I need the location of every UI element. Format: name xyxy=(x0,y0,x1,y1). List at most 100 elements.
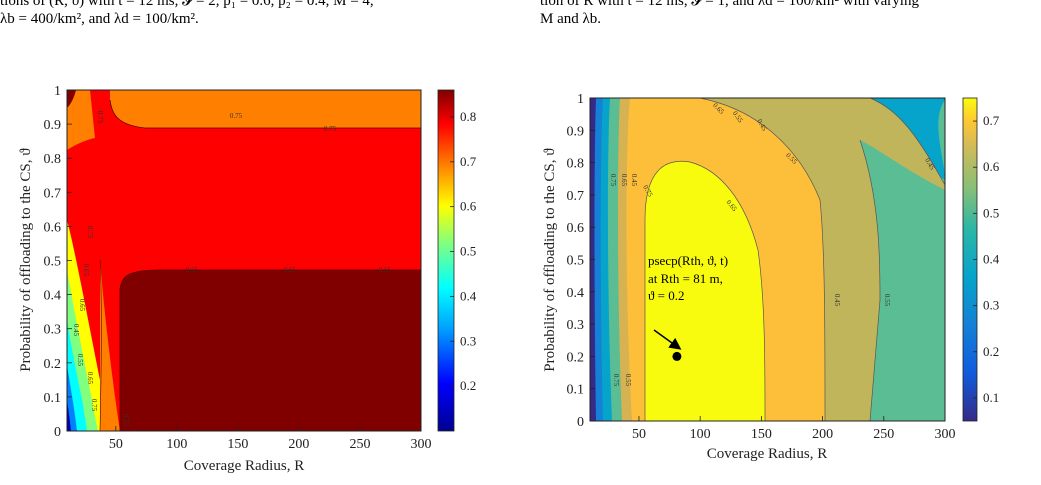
right-contour-label: 0.75 xyxy=(612,374,620,387)
caption-right-line2: M and λb. xyxy=(540,11,602,27)
right-plot-area: 0.650.550.450.750.750.650.550.450.750.65… xyxy=(590,97,946,422)
left-contour-label: 0.75 xyxy=(96,111,104,124)
figure-caption-right: tion of R with t = 12 ms, 𝓘 = 1, and λd … xyxy=(540,0,919,28)
left-lightblue-band xyxy=(67,365,77,431)
right-x-tick-label: 200 xyxy=(812,427,833,442)
left-top-left-orange xyxy=(67,90,95,150)
right-y-tick-label: 0 xyxy=(577,415,584,430)
right-y-tick-label: 0.2 xyxy=(567,350,585,365)
right-colorbar-tick-label: 0.5 xyxy=(983,205,999,220)
right-x-tick-label: 250 xyxy=(873,427,894,442)
left-y-tick-label: 0.8 xyxy=(44,152,62,167)
right-contour-label: 0.45 xyxy=(630,174,638,187)
left-contour-line-top xyxy=(109,99,421,129)
left-contour-labels: 0.75 0.75 0.75 0.65 0.65 0.65 0.75 0.65 0.65 0.45… xyxy=(72,111,392,427)
left-contour-label: 0.65 xyxy=(284,266,297,274)
left-contour-label: 0.55 xyxy=(76,354,84,367)
left-x-tick-label: 150 xyxy=(227,437,248,452)
left-contour-label: 0.65 xyxy=(82,264,90,277)
left-y-tick-label: 0.1 xyxy=(44,391,62,406)
right-x-tick-label: 150 xyxy=(751,427,772,442)
left-colorbar-gradient xyxy=(437,89,455,432)
left-contour-label: 0.65 xyxy=(379,266,392,274)
right-teal-corner xyxy=(822,98,945,180)
left-top-orange-band xyxy=(110,90,421,128)
right-contour-label: 0.65 xyxy=(620,174,628,187)
right-colorbar-tick-label: 0.4 xyxy=(983,252,1000,267)
right-colorbar-tick-label: 0.6 xyxy=(983,159,1000,174)
right-x-axis-label: Coverage Radius, R xyxy=(707,446,827,462)
right-contour-yellow xyxy=(644,160,766,422)
left-y-tick-label: 0.2 xyxy=(44,357,62,372)
right-contour-olive xyxy=(859,97,946,422)
right-colorbar-tick-label: 0.3 xyxy=(983,298,999,313)
right-y-tick-label: 0.7 xyxy=(567,189,585,204)
left-contour-label: 0.65 xyxy=(86,372,94,385)
left-corner-darkred xyxy=(67,90,76,108)
left-y-tick-label: 0.4 xyxy=(44,289,62,304)
right-x-tick-label: 100 xyxy=(690,427,711,442)
right-annotation-line1: psecp(Rth, ϑ, t) xyxy=(648,253,728,268)
right-y-tick-label: 0.3 xyxy=(567,318,585,333)
left-x-tick-label: 300 xyxy=(411,437,432,452)
right-colorbar-tick-label: 0.1 xyxy=(983,390,999,405)
left-y-axis-label: Probability of offloading to the CS, ϑ xyxy=(18,148,34,372)
left-contour-label: 0.75 xyxy=(230,112,243,120)
right-y-tick-label: 0.8 xyxy=(567,157,585,172)
left-y-tick-label: 0 xyxy=(54,425,61,440)
left-x-tick-label: 250 xyxy=(349,437,370,452)
left-contour-line-bottom xyxy=(119,269,421,431)
caption-left-line1: tions of (R, ϑ) with t = 12 ms, 𝓘 = 2, p… xyxy=(0,0,374,9)
right-contour-label: 0.45 xyxy=(833,294,841,307)
left-x-tick-label: 200 xyxy=(288,437,309,452)
left-y-tick-label: 0.5 xyxy=(44,255,62,270)
right-annotation-line2: at Rth = 81 m, xyxy=(648,271,723,286)
left-x-ticks: 50 100 150 200 250 300 xyxy=(109,426,432,452)
right-contour-label: 0.55 xyxy=(883,294,891,307)
left-y-tick-label: 0.7 xyxy=(44,186,62,201)
left-colorbar-tick-label: 0.7 xyxy=(460,154,477,169)
left-colorbar-ticks: 0.2 0.3 0.4 0.5 0.6 0.7 0.8 xyxy=(450,109,477,393)
right-figure: 0.650.550.450.750.750.650.550.450.750.65… xyxy=(542,92,1000,462)
left-colorbar-tick-label: 0.3 xyxy=(460,333,476,348)
right-y-axis-label: Probability of offloading to the CS, ϑ xyxy=(542,148,558,372)
left-contour-label: 0.75 xyxy=(324,125,337,133)
right-y-tick-label: 0.1 xyxy=(567,383,585,398)
right-colorbar-tick-label: 0.7 xyxy=(983,113,1000,128)
right-y-tick-label: 1 xyxy=(577,92,584,107)
left-colorbar-tick-label: 0.4 xyxy=(460,288,477,303)
left-blue-band xyxy=(67,400,71,431)
left-contour-line-mid xyxy=(99,259,102,432)
right-colorbar-ticks: 0.1 0.2 0.3 0.4 0.5 0.6 0.7 xyxy=(973,113,1000,405)
right-colorbar: 0.1 0.2 0.3 0.4 0.5 0.6 0.7 xyxy=(962,97,1000,422)
left-contour-label: 0.75 xyxy=(122,414,130,427)
left-darkred-block xyxy=(120,270,421,431)
right-x-ticks: 50 100 150 200 250 300 xyxy=(632,416,956,442)
right-y-tick-label: 0.6 xyxy=(567,221,585,236)
left-contour-label: 0.45 xyxy=(72,324,80,337)
left-x-tick-label: 50 xyxy=(109,437,123,452)
right-y-tick-label: 0.9 xyxy=(567,124,585,139)
left-x-tick-label: 100 xyxy=(166,437,187,452)
figure-caption-left: tions of (R, ϑ) with t = 12 ms, 𝓘 = 2, p… xyxy=(0,0,374,28)
left-orange-strip xyxy=(100,260,120,431)
left-colorbar-tick-label: 0.2 xyxy=(460,378,476,393)
left-y-tick-label: 0.3 xyxy=(44,323,62,338)
caption-right-line1: tion of R with t = 12 ms, 𝓘 = 1, and λd … xyxy=(540,0,919,9)
left-plot-area: 0.75 0.75 0.75 0.65 0.65 0.65 0.75 0.65 0.65 0.45… xyxy=(67,90,421,432)
left-colorbar: 0.2 0.3 0.4 0.5 0.6 0.7 0.8 xyxy=(437,89,477,432)
left-x-axis-label: Coverage Radius, R xyxy=(184,458,304,474)
left-y-tick-label: 0.6 xyxy=(44,220,62,235)
right-data-marker xyxy=(672,351,682,361)
right-contour-orange xyxy=(699,97,826,422)
left-contour-label: 0.75 xyxy=(90,399,98,412)
right-y-tick-label: 0.5 xyxy=(567,254,585,269)
left-contour-label: 0.75 xyxy=(86,226,94,239)
left-colorbar-tick-label: 0.5 xyxy=(460,244,476,259)
right-colorbar-tick-label: 0.2 xyxy=(983,344,999,359)
left-y-tick-label: 1 xyxy=(54,84,61,99)
right-y-tick-label: 0.4 xyxy=(567,286,585,301)
right-annotation-arrow xyxy=(653,329,682,350)
left-figure: 0.750.750.750.65 0.65 0.650.750.650.650.45… xyxy=(18,84,477,474)
left-colorbar-tick-label: 0.6 xyxy=(460,199,477,214)
